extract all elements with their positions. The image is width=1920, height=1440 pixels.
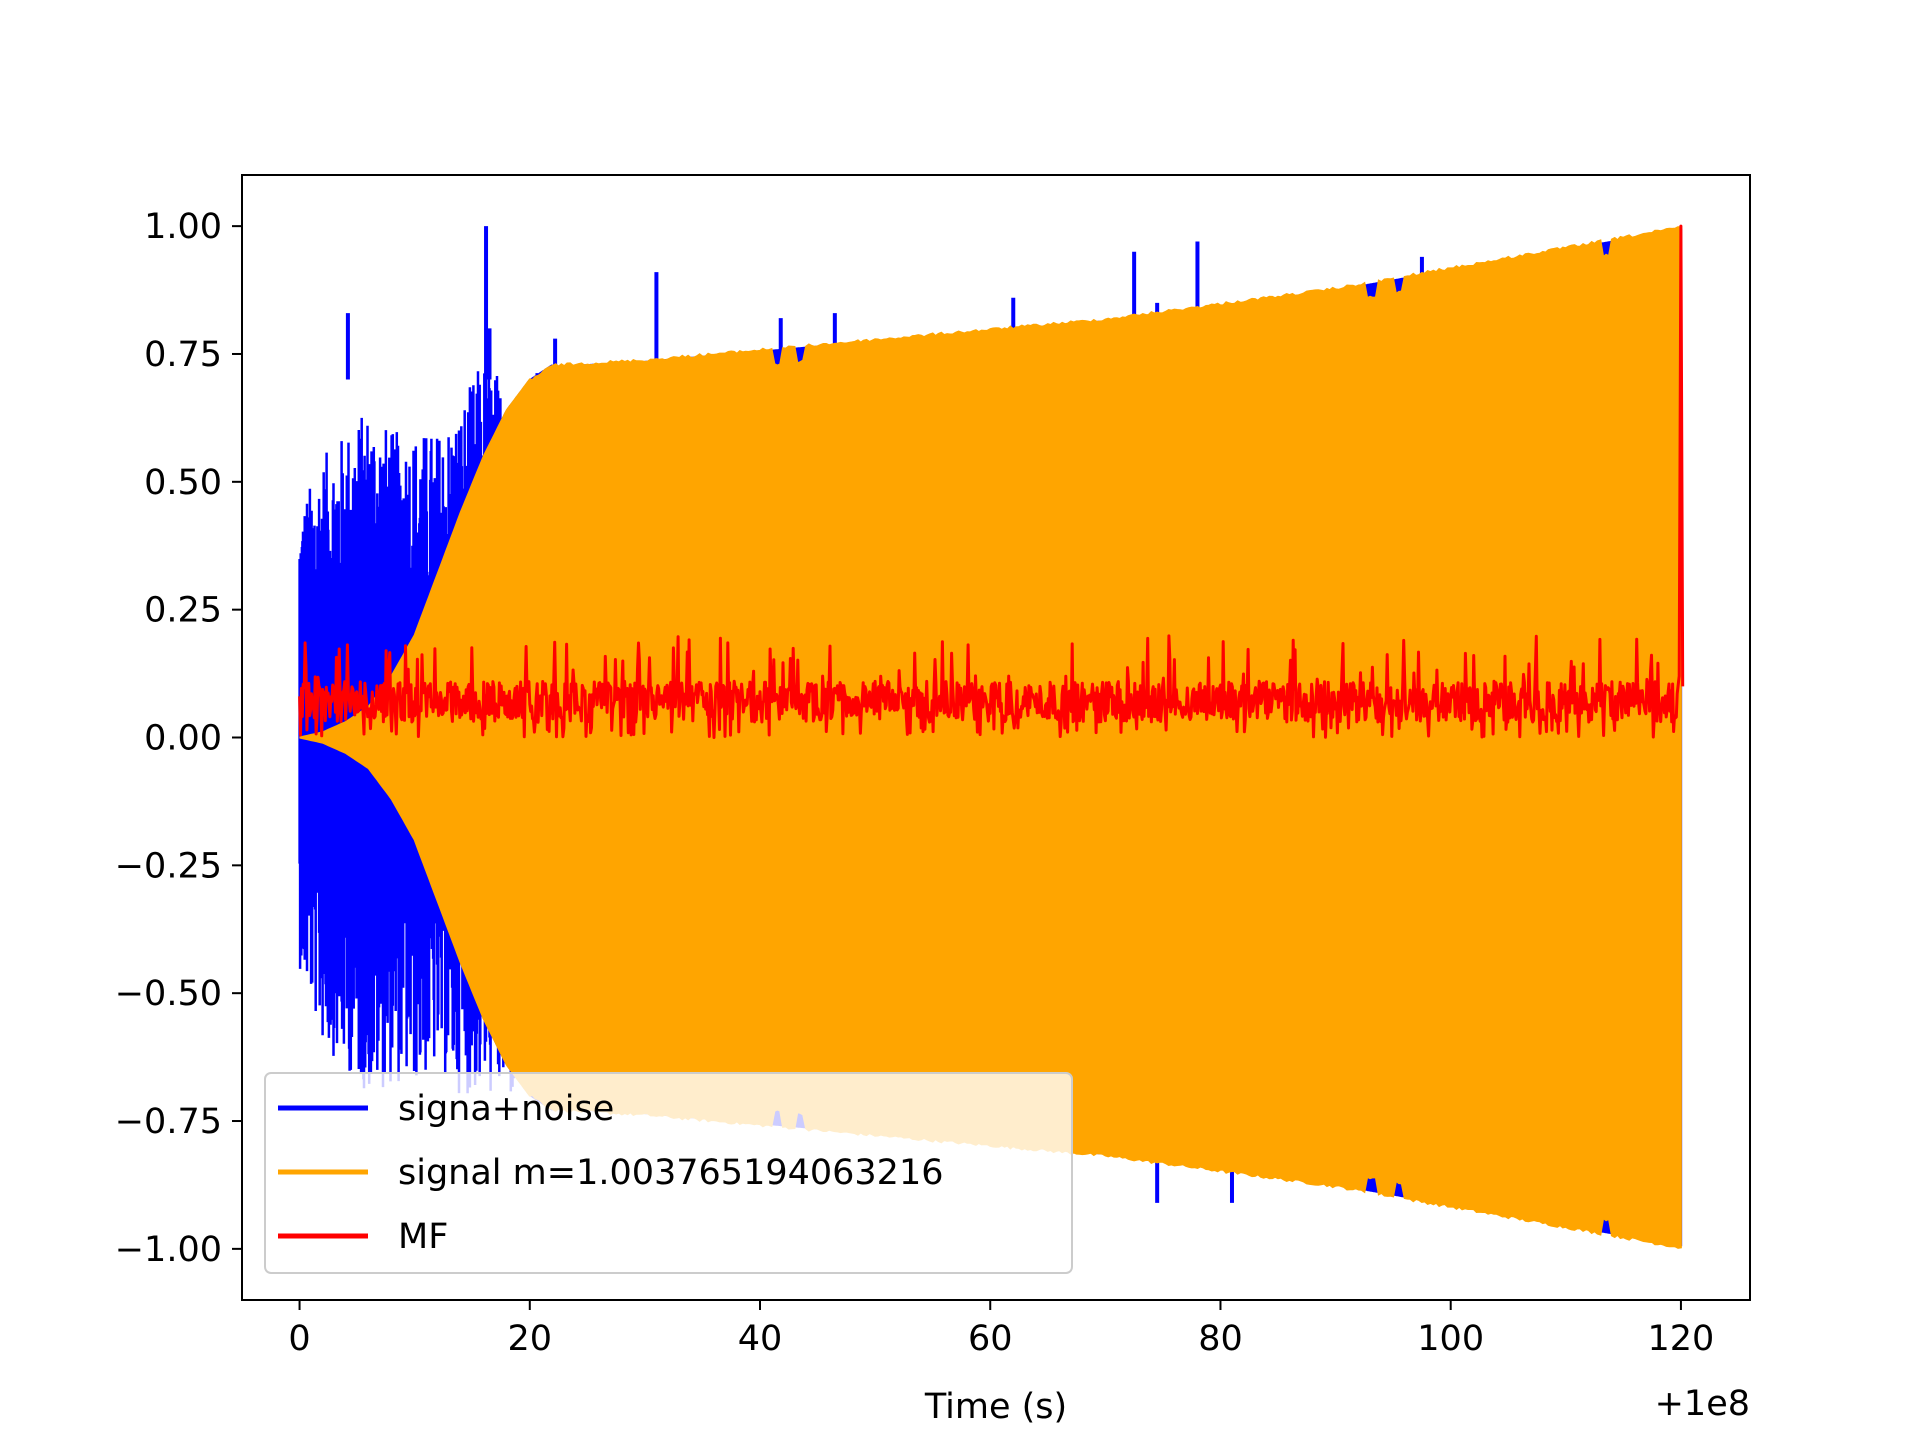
y-tick-label: 1.00	[144, 207, 222, 247]
legend-label-mf: MF	[398, 1217, 448, 1257]
x-tick-label: 120	[1648, 1319, 1715, 1359]
x-axis-label: Time (s)	[924, 1387, 1067, 1427]
x-offset-label: +1e8	[1655, 1384, 1750, 1424]
legend-label-signal: signal m=1.003765194063216	[398, 1153, 944, 1193]
x-tick-label: 20	[508, 1319, 553, 1359]
y-axis-ticks: 1.00 0.75 0.50 0.25 0.00 −0.25 −0.50 −0.75 −1.00	[115, 207, 242, 1270]
y-tick-label: −0.50	[115, 974, 222, 1014]
y-tick-label: 0.50	[144, 463, 222, 503]
x-tick-label: 40	[738, 1319, 783, 1359]
y-tick-label: 0.25	[144, 591, 222, 631]
x-tick-label: 0	[288, 1319, 310, 1359]
x-tick-label: 60	[968, 1319, 1013, 1359]
mf-trace	[298, 224, 1685, 739]
y-tick-label: −1.00	[115, 1230, 222, 1270]
legend: signa+noise signal m=1.003765194063216 M…	[264, 1072, 1073, 1274]
legend-label-signa-noise: signa+noise	[398, 1089, 614, 1129]
x-tick-label: 80	[1198, 1319, 1243, 1359]
x-axis-ticks: 0 20 40 60 80 100 120	[288, 1300, 1714, 1359]
y-tick-label: 0.00	[144, 719, 222, 759]
y-tick-label: −0.75	[115, 1102, 222, 1142]
legend-box	[264, 1072, 1073, 1274]
x-tick-label: 100	[1417, 1319, 1484, 1359]
series-layer	[298, 224, 1685, 1249]
y-tick-label: 0.75	[144, 335, 222, 375]
y-tick-label: −0.25	[115, 846, 222, 886]
series-mf	[298, 224, 1685, 739]
